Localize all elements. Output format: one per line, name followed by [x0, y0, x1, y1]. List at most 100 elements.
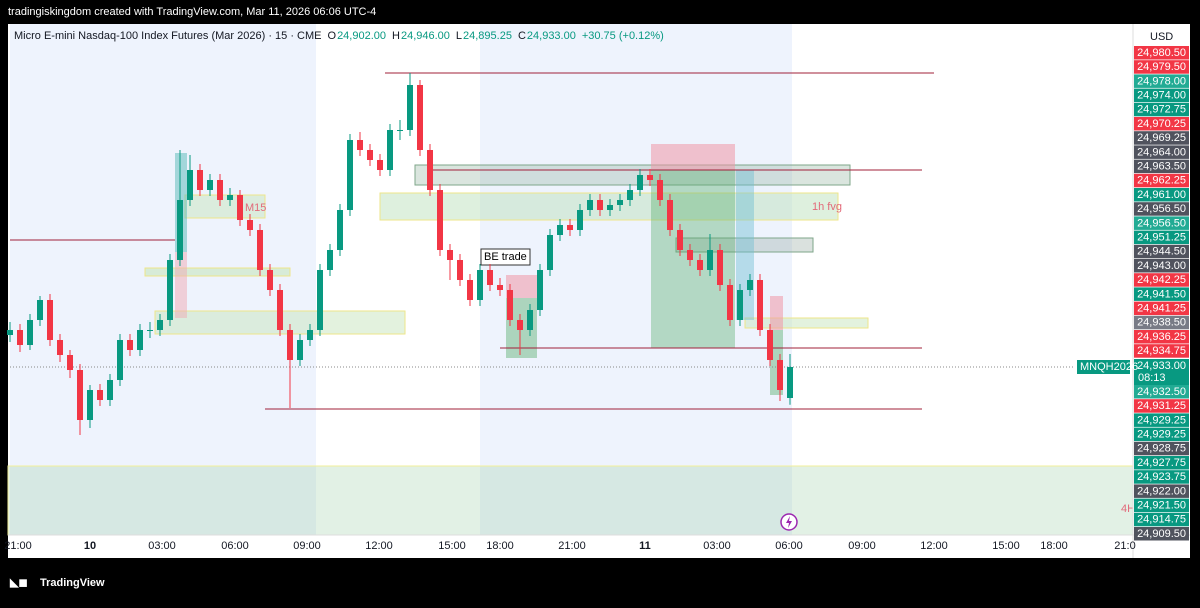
price-label-bg	[1134, 273, 1189, 287]
annotation: M15	[245, 202, 266, 214]
price-label: 24,972.75	[1137, 104, 1186, 116]
annotation: BE trade	[484, 251, 527, 263]
price-label: 24,969.25	[1137, 132, 1186, 144]
candle-body	[487, 270, 493, 285]
price-label-bg	[1134, 159, 1189, 174]
candle-body	[367, 150, 373, 160]
candle-body	[467, 280, 473, 300]
price-label-bg	[1134, 441, 1189, 456]
time-label: 21:00	[4, 540, 32, 552]
price-label: 24,978.00	[1137, 75, 1186, 87]
price-label: 24,951.25	[1137, 232, 1186, 244]
candle-body	[737, 290, 743, 320]
price-label: 24,956.50	[1137, 217, 1186, 229]
price-label-bg	[1134, 131, 1189, 145]
fvg-box	[144, 267, 291, 277]
position-stop	[770, 296, 783, 330]
legend: Micro E-mini Nasdaq-100 Index Futures (M…	[14, 30, 664, 42]
candle-body	[517, 320, 523, 330]
candle-body	[537, 270, 543, 310]
price-label-bg	[1134, 216, 1189, 230]
position-stop	[175, 252, 187, 318]
time-label: 15:00	[438, 540, 466, 552]
price-label-bg	[1134, 117, 1189, 131]
candle-body	[257, 230, 263, 270]
candle-body	[127, 340, 133, 350]
price-label: 24,963.50	[1137, 161, 1186, 173]
candle-body	[677, 230, 683, 250]
price-label: 24,931.25	[1137, 400, 1186, 412]
candle-body	[27, 320, 33, 345]
candle-body	[687, 250, 693, 260]
candle-body	[727, 285, 733, 320]
price-label: 24,938.50	[1137, 317, 1186, 329]
price-label: 24,980.50	[1137, 47, 1186, 59]
position-stop	[651, 144, 735, 170]
time-label: 18:00	[486, 540, 514, 552]
price-label-bg	[1134, 385, 1189, 399]
candle-body	[607, 205, 613, 210]
ohlc-key: L	[456, 30, 462, 42]
time-labels: 21:00 10 03:00 06:00 09:00 12:00 15:00 18:00 21:…	[4, 540, 1135, 552]
price-label-bg	[1134, 244, 1189, 259]
candle-body	[407, 85, 413, 130]
candle-body	[557, 225, 563, 235]
candle-body	[507, 290, 513, 320]
price-label-bg	[1134, 498, 1189, 513]
price-label-bg	[1134, 74, 1189, 88]
price-label: 24,962.25	[1137, 175, 1186, 187]
price-label-bg	[1134, 145, 1189, 159]
symbol-tag-bg	[1077, 360, 1130, 374]
time-label: 12:00	[920, 540, 948, 552]
last-price: 24,933.00	[1137, 360, 1186, 372]
candle-body	[527, 310, 533, 330]
price-label: 24,974.00	[1137, 90, 1186, 102]
candle-body	[267, 270, 273, 290]
candle-body	[707, 250, 713, 270]
price-label: 24,941.25	[1137, 303, 1186, 315]
time-label: 03:00	[148, 540, 176, 552]
price-label: 24,927.75	[1137, 457, 1186, 469]
candle-body	[337, 210, 343, 250]
candle-body	[357, 140, 363, 150]
time-label: 10	[84, 540, 96, 552]
price-label-bg	[1134, 470, 1189, 484]
candle-body	[477, 270, 483, 300]
price-label: 24,932.50	[1137, 386, 1186, 398]
ohlc-key: C	[518, 30, 526, 42]
price-label-bg	[1134, 46, 1189, 60]
candle-body	[37, 300, 43, 320]
candle-body	[147, 330, 153, 331]
price-label-bg	[1134, 427, 1189, 442]
candle-body	[777, 360, 783, 390]
annotation: 1h fvg	[812, 201, 842, 213]
event-icon-bolt	[786, 516, 792, 528]
time-label: 09:00	[293, 540, 321, 552]
candle-body	[47, 300, 53, 340]
candle-body	[647, 175, 653, 180]
annotation: 4H	[1121, 503, 1135, 515]
price-label-bg	[1134, 315, 1189, 330]
time-label: 06:00	[221, 540, 249, 552]
session-bg	[10, 24, 316, 535]
candle-body	[227, 195, 233, 200]
candle-body	[317, 270, 323, 330]
ob-box	[414, 164, 851, 186]
candle-body	[497, 285, 503, 290]
candle-body	[437, 190, 443, 250]
candle-body	[347, 140, 353, 210]
price-label-bg	[1134, 230, 1189, 245]
price-label: 24,942.25	[1137, 274, 1186, 286]
candle-body	[7, 330, 13, 335]
candle-body	[637, 175, 643, 190]
price-label-bg	[1134, 88, 1189, 103]
candles	[7, 73, 793, 435]
candle-body	[747, 280, 753, 290]
price-label: 24,956.50	[1137, 203, 1186, 215]
candle-body	[87, 390, 93, 420]
candle-body	[387, 130, 393, 170]
watermark: tradingiskingdom created with TradingVie…	[8, 6, 376, 18]
price-label-bg	[1134, 188, 1189, 202]
